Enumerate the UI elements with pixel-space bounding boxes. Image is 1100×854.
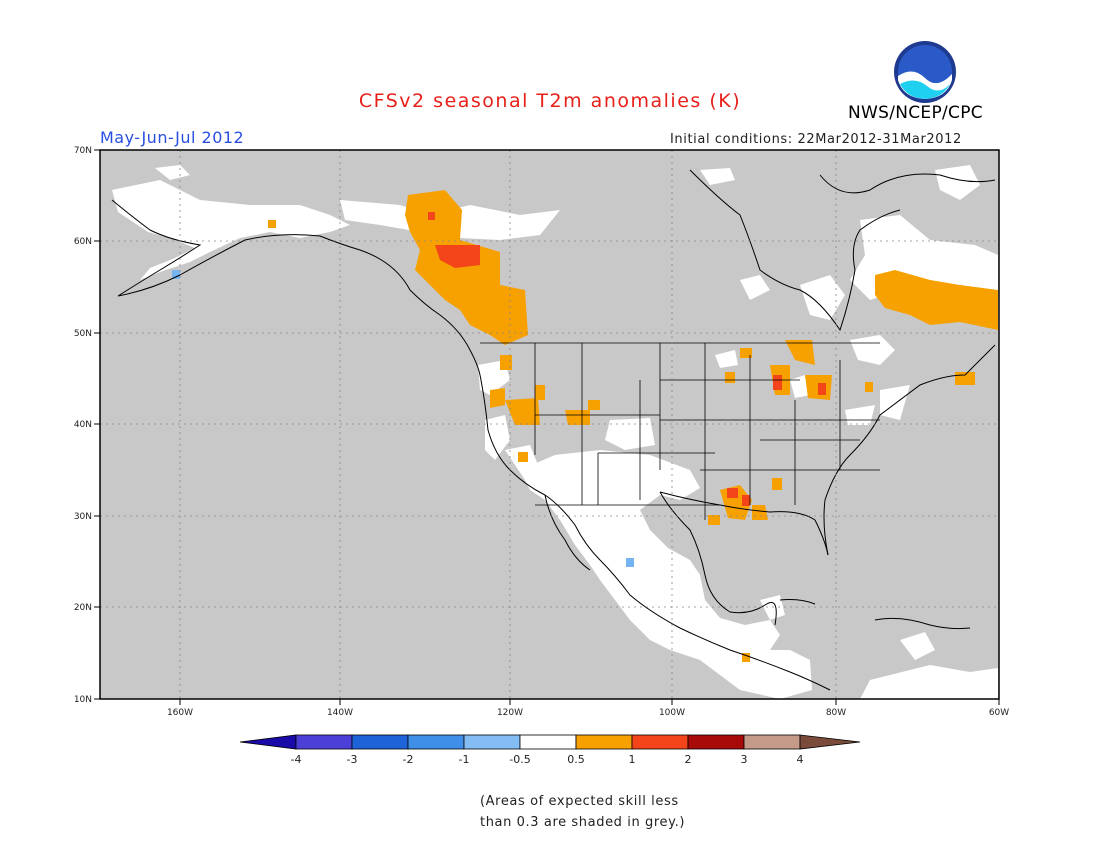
colorbar: -4 -3 -2 -1 -0.5 0.5 1 2 3 4 (239, 734, 861, 766)
lon-tick-label: 120W (497, 708, 523, 718)
colorbar-label: -3 (347, 753, 358, 766)
colorbar-label: 1 (629, 753, 636, 766)
colorbar-label: 2 (685, 753, 692, 766)
lat-tick-label: 20N (74, 603, 92, 613)
lon-tick-label: 140W (327, 708, 353, 718)
lat-tick-label: 40N (74, 420, 92, 430)
colorbar-cell (631, 734, 689, 750)
lon-tick-label: 160W (167, 708, 193, 718)
warm-anomaly-orange (268, 190, 998, 662)
lon-tick-label: 60W (989, 708, 1009, 718)
colorbar-cell (687, 734, 745, 750)
colorbar-cell (351, 734, 409, 750)
colorbar-label: 3 (741, 753, 748, 766)
lat-tick-label: 10N (74, 695, 92, 705)
colorbar-end-high (799, 734, 861, 750)
colorbar-cell (519, 734, 577, 750)
map-content (100, 150, 999, 699)
cool-anomaly-blue (172, 270, 634, 567)
agency-label: NWS/NCEP/CPC (848, 103, 983, 123)
lon-tick-label: 100W (659, 708, 685, 718)
warm-anomaly-red (428, 212, 826, 506)
forecast-period: May-Jun-Jul 2012 (100, 128, 245, 147)
footnote-line-2: than 0.3 are shaded in grey.) (480, 815, 685, 830)
political-borders (480, 342, 880, 520)
colorbar-cell (463, 734, 521, 750)
skill-footnote: (Areas of expected skill less than 0.3 a… (480, 791, 685, 833)
colorbar-label: -2 (403, 753, 414, 766)
lat-tick-label: 70N (74, 146, 92, 156)
graticule (100, 150, 999, 699)
colorbar-label: 4 (797, 753, 804, 766)
skill-land-white (112, 165, 998, 699)
colorbar-label: -4 (291, 753, 302, 766)
lon-tick-label: 80W (826, 708, 846, 718)
colorbar-cell (407, 734, 465, 750)
initial-conditions: Initial conditions: 22Mar2012-31Mar2012 (670, 132, 962, 147)
chart-title: CFSv2 seasonal T2m anomalies (K) (358, 90, 742, 112)
colorbar-label: -0.5 (509, 753, 530, 766)
colorbar-label: 0.5 (567, 753, 585, 766)
colorbar-cell (575, 734, 633, 750)
colorbar-cell (743, 734, 801, 750)
lat-tick-labels: 70N 60N 50N 40N 30N 20N 10N (74, 146, 92, 705)
footnote-line-1: (Areas of expected skill less (480, 794, 679, 809)
coastlines (111, 169, 996, 691)
lat-tick-label: 60N (74, 237, 92, 247)
lat-tick-label: 50N (74, 329, 92, 339)
colorbar-label: -1 (459, 753, 470, 766)
axis-ticks (94, 149, 1000, 705)
colorbar-cell (295, 734, 353, 750)
lon-tick-labels: 160W 140W 120W 100W 80W 60W (167, 708, 1009, 718)
lat-tick-label: 30N (74, 512, 92, 522)
noaa-logo-icon (894, 41, 956, 103)
colorbar-end-low (239, 734, 297, 750)
